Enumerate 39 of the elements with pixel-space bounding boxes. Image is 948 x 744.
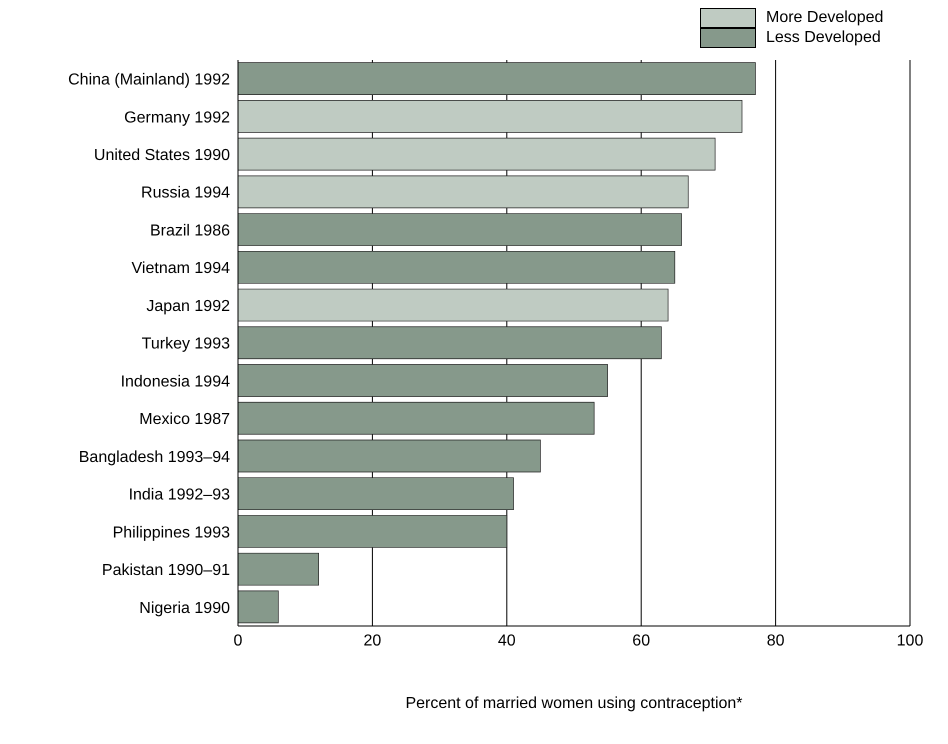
- y-tick-label: Russia 1994: [141, 184, 230, 202]
- y-tick-label: Nigeria 1990: [139, 600, 230, 617]
- bar: [238, 62, 756, 95]
- x-tick-label: 0: [234, 632, 243, 650]
- bar: [238, 552, 319, 586]
- legend-label: More Developed: [766, 9, 884, 27]
- x-tick-label: 80: [766, 632, 785, 650]
- bar: [238, 213, 682, 246]
- bar: [238, 590, 279, 624]
- y-tick-label: Japan 1992: [146, 298, 230, 315]
- bar: [238, 175, 689, 208]
- y-tick-label: India 1992–93: [128, 486, 230, 504]
- x-tick-label: 60: [632, 632, 650, 650]
- bar: [238, 100, 742, 133]
- x-tick-label: 40: [498, 632, 516, 650]
- bar: [238, 288, 668, 322]
- bar: [238, 326, 662, 360]
- bar: [238, 138, 716, 170]
- y-tick-label: Vietnam 1994: [132, 260, 230, 278]
- legend-label: Less Developed: [766, 29, 881, 47]
- x-axis-title: Percent of married women using contraception*: [405, 695, 743, 712]
- y-tick-label: Philippines 1993: [112, 524, 230, 542]
- bar: [238, 402, 595, 435]
- y-tick-label: China (Mainland) 1992: [68, 72, 230, 89]
- y-tick-label: Mexico 1987: [139, 411, 230, 428]
- x-tick-label: 20: [364, 632, 382, 650]
- bar: [238, 515, 508, 548]
- bar: [238, 477, 514, 510]
- y-tick-label: Turkey 1993: [142, 336, 230, 353]
- x-tick-label: 100: [896, 632, 924, 650]
- y-tick-label: Pakistan 1990–91: [102, 562, 230, 580]
- bar: [238, 440, 541, 472]
- y-tick-label: Indonesia 1994: [120, 373, 230, 390]
- y-tick-label: Bangladesh 1993–94: [78, 448, 230, 466]
- y-tick-label: Brazil 1986: [150, 222, 230, 240]
- bar: [238, 364, 608, 397]
- y-tick-label: United States 1990: [94, 147, 230, 164]
- y-tick-label: Germany 1992: [124, 109, 230, 126]
- bar: [238, 250, 676, 284]
